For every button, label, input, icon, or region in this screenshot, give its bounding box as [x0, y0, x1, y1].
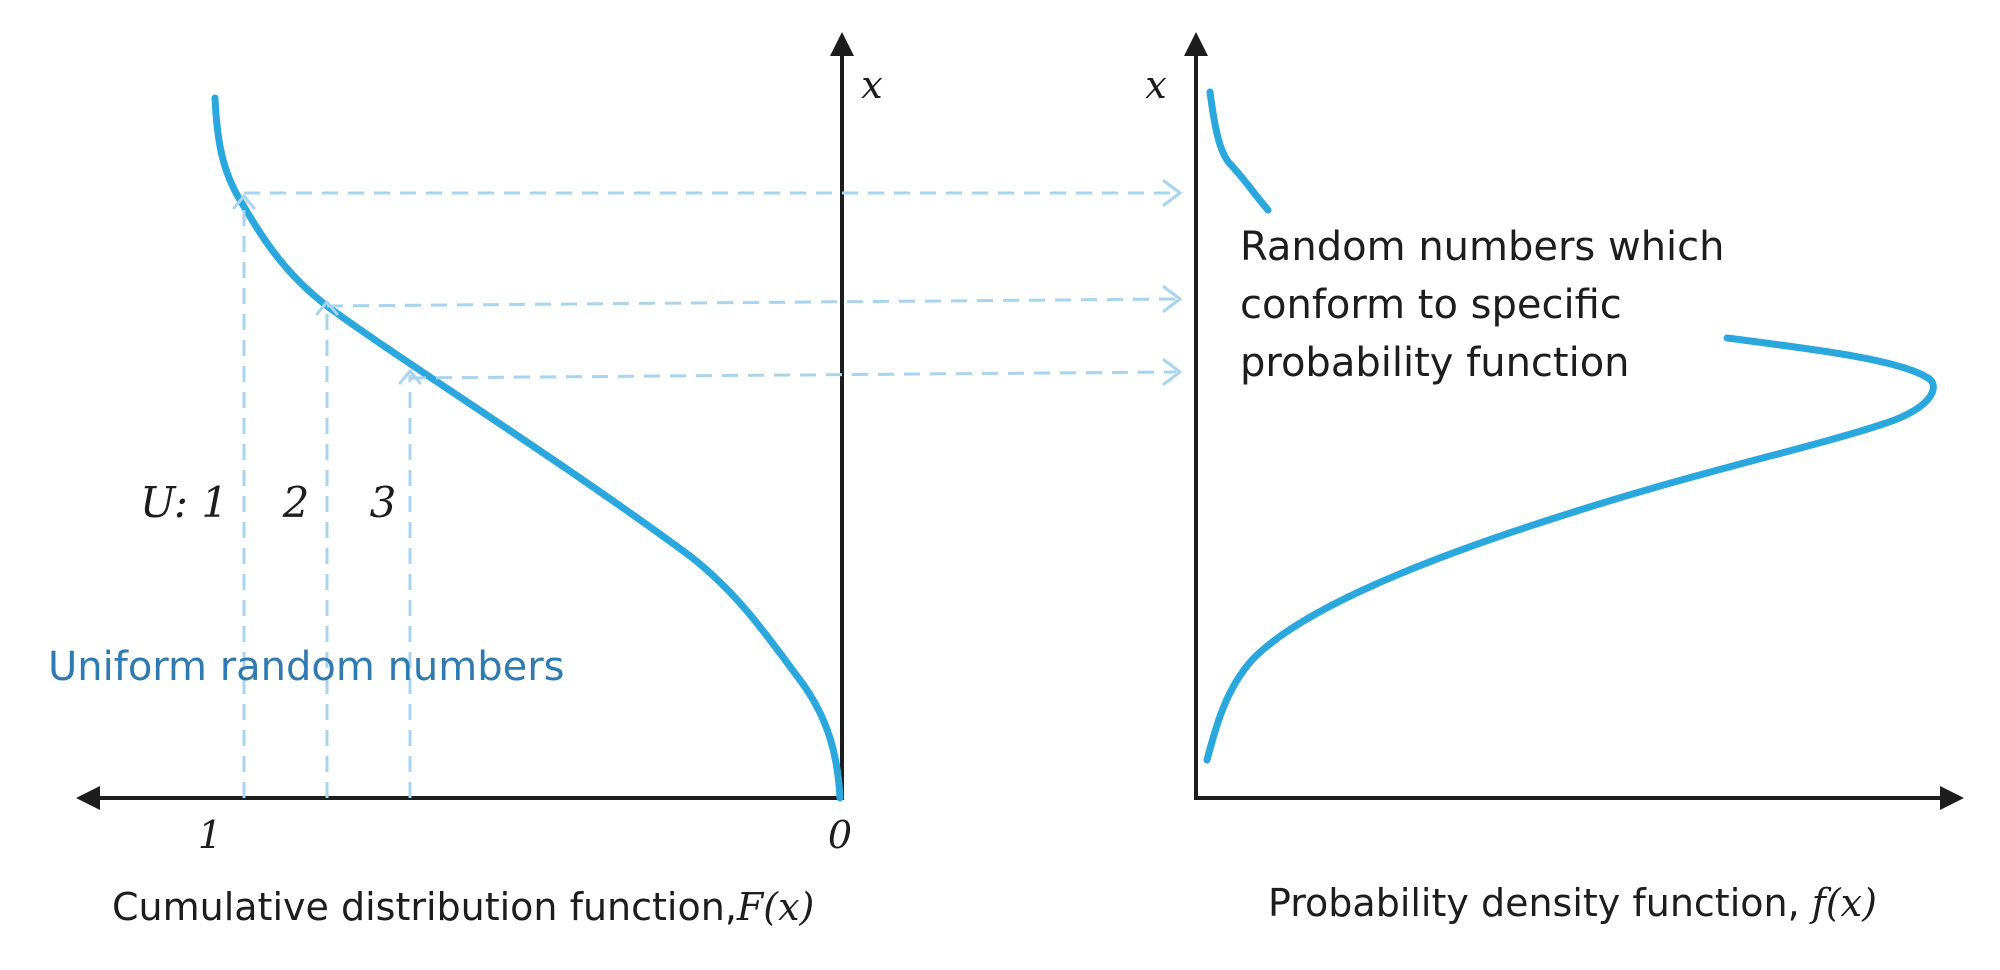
u1-arrowhead	[232, 194, 256, 210]
cdf-panel: 1 0 x U: 1 2 3 Uniform random numbers Cu…	[48, 32, 883, 929]
pdf-title: Probability density function, f(x)	[1268, 881, 1877, 925]
cdf-horizontal-axis-arrowhead	[76, 786, 100, 810]
cdf-title: Cumulative distribution function,F(x)	[112, 885, 814, 929]
mapping-dashed-line-3	[409, 370, 1177, 380]
cdf-tick-one: 1	[198, 813, 222, 857]
cdf-vertical-axis-arrowhead	[830, 32, 854, 56]
pdf-title-prefix: Probability density function,	[1268, 881, 1812, 925]
pdf-axis-label-x: x	[1145, 63, 1166, 107]
pdf-vertical-axis-arrowhead	[1184, 32, 1208, 56]
pdf-panel: x Random numbers which conform to specif…	[1145, 32, 1964, 925]
uniform-random-numbers-label: Uniform random numbers	[48, 644, 565, 690]
u-label-3: 3	[370, 478, 397, 527]
cdf-curve	[211, 94, 844, 802]
mapping-arrowhead-3	[1162, 358, 1182, 386]
u-label-2: 2	[282, 478, 310, 527]
mapping-arrowhead-1	[1162, 179, 1182, 207]
pdf-main-curve	[1203, 334, 1937, 764]
pdf-horizontal-axis-arrowhead	[1940, 786, 1964, 810]
cdf-axis-label-x: x	[861, 63, 882, 107]
pdf-annotation-line-3: probability function	[1240, 340, 1630, 386]
pdf-title-function: f(x)	[1809, 881, 1877, 925]
mapping-dashed-line-2	[326, 297, 1177, 308]
pdf-annotation: Random numbers which conform to specific…	[1240, 224, 1737, 386]
pdf-annotation-line-2: conform to specific	[1240, 282, 1622, 328]
cdf-title-prefix: Cumulative distribution function,	[112, 885, 737, 929]
pdf-annotation-line-1: Random numbers which	[1240, 224, 1725, 270]
cdf-title-function: F(x)	[736, 885, 814, 929]
u2-arrowhead	[315, 300, 339, 316]
u-label-1: U: 1	[140, 478, 228, 527]
pdf-upper-segment	[1206, 88, 1272, 214]
mapping-arrows	[244, 179, 1182, 386]
cdf-tick-zero: 0	[828, 813, 852, 857]
mapping-arrowhead-2	[1162, 285, 1182, 313]
